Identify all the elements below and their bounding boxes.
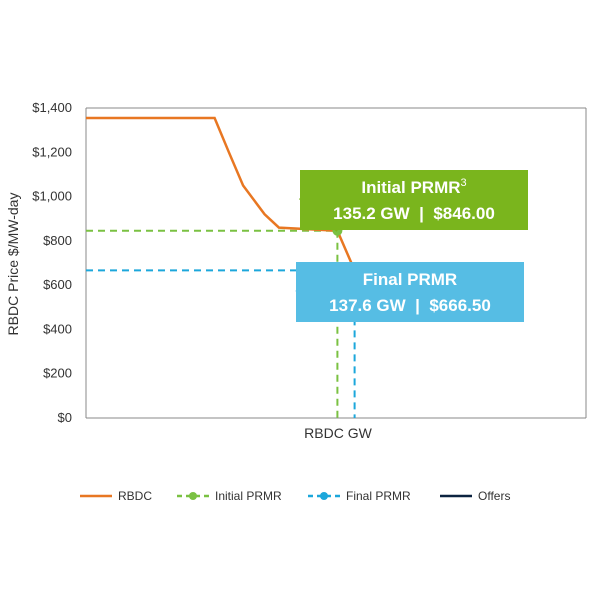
- legend-label: Initial PRMR: [215, 489, 282, 503]
- initial-prmr-callout-value: 135.2 GW | $846.00: [333, 204, 495, 223]
- initial-prmr-callout: Initial PRMR3 135.2 GW | $846.00: [300, 170, 528, 230]
- legend-label: RBDC: [118, 489, 152, 503]
- rbdc-series-line: [86, 116, 356, 271]
- final-prmr-callout-box: [296, 262, 524, 322]
- x-axis-title: RBDC GW: [304, 425, 372, 441]
- y-tick-label: $600: [43, 277, 72, 292]
- initial-prmr-callout-title: Initial PRMR3: [361, 177, 466, 197]
- final-prmr-callout: Final PRMR 137.6 GW | $666.50: [296, 262, 524, 322]
- y-axis-title: RBDC Price $/MW-day: [5, 193, 21, 336]
- final-prmr-callout-title: Final PRMR: [363, 270, 457, 289]
- y-tick-label: $1,400: [32, 100, 72, 115]
- y-tick-label: $400: [43, 321, 72, 336]
- legend-marker: [189, 492, 197, 500]
- legend-item-rbdc: RBDC: [80, 489, 152, 503]
- initial-prmr-footnote-sup: 3: [461, 177, 467, 189]
- y-tick-label: $1,000: [32, 189, 72, 204]
- legend-item-initial-prmr: Initial PRMR: [177, 489, 282, 503]
- y-tick-labels: $0 $200 $400 $600 $800 $1,000 $1,200 $1,400: [32, 100, 72, 425]
- legend-item-final-prmr: Final PRMR: [308, 489, 411, 503]
- initial-prmr-callout-box: [300, 170, 528, 230]
- y-tick-label: $200: [43, 366, 72, 381]
- y-tick-label: $1,200: [32, 144, 72, 159]
- y-tick-label: $800: [43, 233, 72, 248]
- final-prmr-callout-value: 137.6 GW | $666.50: [329, 296, 491, 315]
- y-tick-label: $0: [58, 410, 72, 425]
- legend-label: Offers: [478, 489, 510, 503]
- legend-marker: [320, 492, 328, 500]
- legend: RBDC Initial PRMR Final PRMR Offers: [80, 489, 510, 503]
- legend-item-offers: Offers: [440, 489, 510, 503]
- legend-label: Final PRMR: [346, 489, 411, 503]
